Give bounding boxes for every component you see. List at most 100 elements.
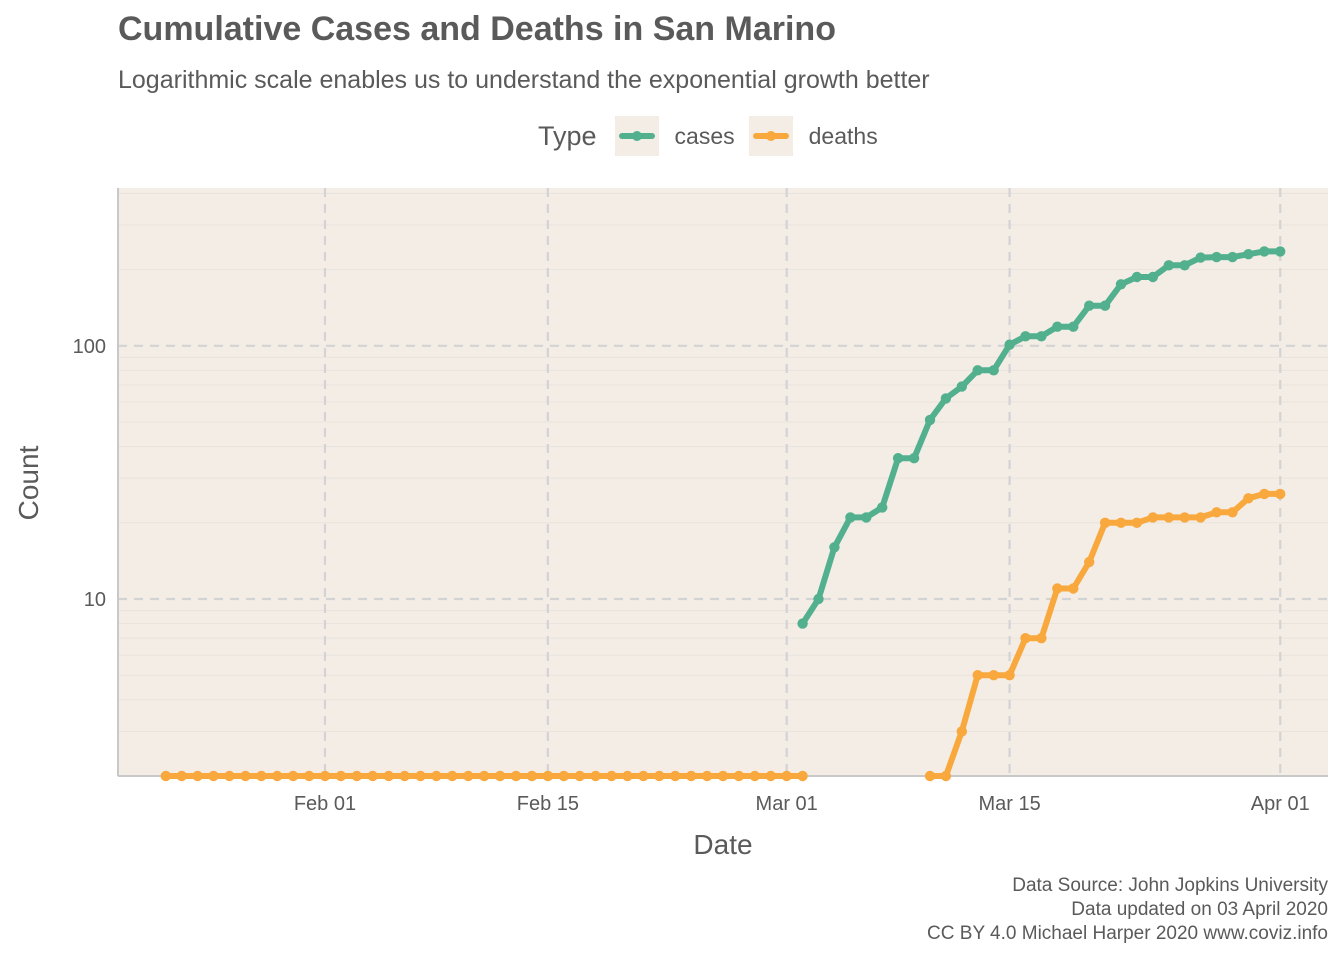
data-point-deaths: [287, 770, 299, 782]
series-deaths: [160, 488, 1286, 782]
data-point-deaths: [654, 770, 665, 782]
y-tick-label: 10: [84, 589, 106, 611]
data-point-deaths: [526, 770, 538, 782]
data-point-cases: [1163, 260, 1175, 271]
data-point-cases: [972, 365, 983, 376]
data-point-deaths: [176, 770, 187, 782]
data-point-deaths: [574, 770, 585, 782]
data-point-deaths: [463, 770, 474, 782]
data-point-deaths: [1195, 512, 1206, 523]
data-point-deaths: [494, 770, 506, 782]
data-point-cases: [924, 414, 936, 426]
data-point-cases: [1036, 331, 1047, 342]
data-point-deaths: [988, 670, 999, 681]
legend: Type cases deaths: [538, 116, 892, 156]
data-point-deaths: [224, 770, 235, 782]
data-point-cases: [1259, 246, 1270, 257]
data-point-deaths: [447, 770, 458, 782]
data-point-cases: [861, 512, 872, 523]
x-tick-label: Feb 01: [294, 793, 356, 815]
data-point-cases: [813, 593, 824, 605]
data-point-deaths: [1243, 493, 1254, 504]
data-point-cases: [877, 502, 888, 513]
data-point-deaths: [1052, 583, 1063, 594]
data-point-cases: [1052, 321, 1063, 332]
data-point-cases: [845, 512, 856, 523]
data-point-cases: [1275, 246, 1286, 257]
x-tick-label: Apr 01: [1251, 793, 1310, 815]
data-point-deaths: [606, 770, 617, 782]
data-point-deaths: [972, 670, 983, 681]
data-point-deaths: [670, 770, 681, 782]
caption-source: Data Source: John Jopkins University: [1012, 875, 1328, 896]
data-point-deaths: [701, 770, 713, 782]
y-axis-label: Count: [13, 445, 44, 520]
data-point-deaths: [479, 770, 490, 782]
data-point-cases: [1147, 271, 1159, 283]
data-point-deaths: [797, 770, 808, 782]
data-point-deaths: [335, 770, 347, 782]
legend-title: Type: [538, 120, 597, 151]
series-cases: [797, 246, 1286, 629]
data-point-cases: [940, 393, 952, 404]
caption-license: CC BY 4.0 Michael Harper 2020 www.coviz.…: [927, 923, 1328, 944]
data-point-deaths: [256, 770, 267, 782]
data-point-deaths: [160, 770, 171, 782]
data-point-deaths: [1115, 517, 1127, 528]
data-point-deaths: [1259, 488, 1270, 500]
data-point-cases: [1020, 331, 1031, 342]
y-tick-label: 100: [73, 336, 106, 358]
data-point-deaths: [1147, 512, 1159, 523]
data-point-deaths: [240, 770, 251, 782]
data-point-deaths: [1036, 633, 1047, 644]
data-point-deaths: [319, 770, 331, 782]
data-point-deaths: [192, 770, 203, 782]
data-point-deaths: [431, 770, 442, 782]
data-point-deaths: [510, 770, 522, 782]
data-point-cases: [1227, 251, 1238, 263]
data-point-deaths: [956, 726, 967, 737]
chart-subtitle: Logarithmic scale enables us to understa…: [118, 66, 930, 94]
data-point-deaths: [940, 770, 952, 782]
data-point-deaths: [686, 770, 697, 782]
data-point-deaths: [1227, 507, 1238, 518]
data-point-cases: [892, 453, 904, 464]
data-point-cases: [1243, 249, 1254, 260]
data-point-deaths: [367, 770, 378, 782]
data-point-cases: [1211, 251, 1222, 263]
data-point-deaths: [558, 770, 569, 782]
data-point-cases: [988, 365, 999, 376]
data-point-cases: [1179, 260, 1190, 271]
legend-key-cases: [614, 116, 659, 156]
data-point-deaths: [1131, 517, 1143, 528]
data-point-deaths: [1275, 488, 1286, 500]
data-point-deaths: [351, 770, 362, 782]
data-point-deaths: [733, 770, 745, 782]
data-point-cases: [1131, 271, 1143, 283]
data-point-deaths: [622, 770, 633, 782]
data-point-deaths: [272, 770, 283, 782]
data-point-deaths: [590, 770, 601, 782]
data-point-deaths: [1099, 517, 1111, 528]
data-point-cases: [956, 381, 967, 392]
data-point-cases: [1084, 300, 1095, 311]
chart-title: Cumulative Cases and Deaths in San Marin…: [118, 10, 836, 48]
data-point-deaths: [542, 770, 554, 782]
data-point-deaths: [399, 770, 410, 782]
legend-label-deaths: deaths: [808, 122, 878, 149]
data-point-deaths: [717, 770, 729, 782]
data-point-deaths: [415, 770, 426, 782]
data-point-cases: [797, 618, 808, 629]
data-point-deaths: [1211, 507, 1222, 518]
data-point-deaths: [1163, 512, 1175, 523]
legend-item-cases: cases: [614, 116, 735, 156]
data-point-deaths: [1068, 583, 1079, 594]
x-tick-label: Mar 01: [756, 793, 818, 815]
data-point-cases: [1099, 300, 1111, 311]
data-point-cases: [1195, 252, 1206, 263]
data-point-deaths: [781, 770, 792, 782]
caption-updated: Data updated on 03 April 2020: [1071, 899, 1328, 920]
data-point-deaths: [208, 770, 219, 782]
caption: Data Source: John Jopkins University Dat…: [927, 874, 1328, 946]
